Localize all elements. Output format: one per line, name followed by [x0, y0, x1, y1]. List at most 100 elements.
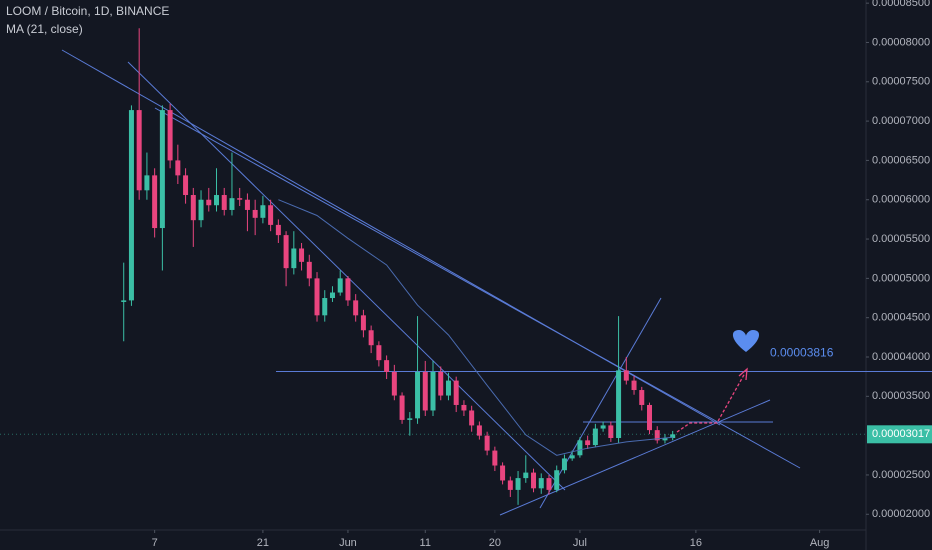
candle-body: [136, 110, 142, 191]
candle-body: [360, 315, 366, 331]
candle-body: [299, 248, 305, 262]
trend-line: [539, 297, 662, 509]
candle-body: [662, 437, 668, 441]
y-tick-label: 0.00005500: [872, 233, 930, 245]
candle-body: [415, 371, 421, 419]
y-tick-label: 0.00008500: [872, 0, 930, 9]
candle-body: [608, 425, 614, 438]
candle-body: [523, 472, 529, 479]
candle-body: [600, 425, 606, 429]
candle-body: [670, 434, 676, 438]
candle-body: [623, 370, 629, 381]
candle-body: [422, 371, 428, 411]
y-tick-label: 0.00004000: [872, 351, 930, 363]
y-tick-label: 0.00007500: [872, 76, 930, 88]
projection-arrow: [676, 372, 746, 433]
candle-body: [376, 345, 382, 361]
candle-body: [438, 371, 444, 396]
candle-body: [492, 450, 498, 466]
candle-body: [237, 198, 243, 200]
candle-body: [144, 175, 150, 191]
candle-body: [531, 472, 537, 489]
candle-body: [569, 455, 575, 459]
last-price-label: 0.00003017: [872, 428, 930, 440]
candle-body: [476, 425, 482, 436]
plot-area: [0, 28, 932, 505]
candle-body: [384, 360, 390, 372]
candle-body: [469, 410, 475, 426]
candle-body: [206, 199, 212, 206]
y-tick-label: 0.00007000: [872, 115, 930, 127]
candle-body: [639, 390, 645, 405]
x-tick-label: Jun: [339, 537, 357, 549]
candle-body: [229, 198, 235, 210]
candle-body: [183, 175, 189, 196]
y-tick-label: 0.00005000: [872, 272, 930, 284]
candle-body: [554, 470, 560, 490]
candle-body: [260, 205, 266, 218]
candle-body: [561, 458, 567, 471]
candle-body: [647, 404, 652, 431]
y-tick-label: 0.00002500: [872, 469, 930, 481]
candle-body: [616, 370, 622, 438]
ma-legend: MA (21, close): [6, 22, 83, 36]
candle-body: [337, 278, 343, 293]
y-tick-label: 0.00006500: [872, 154, 930, 166]
y-tick-label: 0.00004500: [872, 312, 930, 324]
candle-body: [546, 478, 552, 490]
x-tick-label: Aug: [810, 537, 830, 549]
candle-body: [538, 478, 544, 489]
candle-body: [430, 371, 436, 411]
candle-body: [453, 380, 459, 405]
candle-body: [353, 300, 359, 316]
x-tick-label: 20: [489, 537, 501, 549]
candle-body: [322, 298, 328, 316]
candle-body: [268, 205, 274, 225]
y-tick-label: 0.00006000: [872, 194, 930, 206]
y-tick-label: 0.00003500: [872, 390, 930, 402]
candle-body: [345, 278, 351, 301]
candle-body: [592, 428, 598, 446]
candle-body: [159, 110, 165, 229]
chart-title: LOOM / Bitcoin, 1D, BINANCE: [6, 4, 169, 18]
x-tick-label: 11: [420, 537, 431, 549]
candle-body: [515, 478, 521, 490]
candle-body: [175, 160, 181, 176]
candle-body: [445, 380, 451, 396]
candle-body: [252, 209, 258, 218]
ma-line: [278, 199, 673, 456]
y-tick-label: 0.00002000: [872, 508, 930, 520]
candle-body: [283, 235, 289, 269]
x-tick-label: Jul: [573, 537, 587, 549]
candle-body: [198, 199, 204, 221]
trend-line: [499, 399, 771, 516]
x-tick-label: 16: [690, 537, 702, 549]
candle-body: [167, 110, 173, 161]
candle-body: [391, 371, 397, 396]
heart-icon: [732, 330, 760, 352]
candle-body: [577, 440, 583, 456]
y-tick-label: 0.00008000: [872, 36, 930, 48]
candle-body: [275, 224, 281, 236]
candle-body: [484, 435, 490, 451]
candle-body: [585, 440, 591, 446]
x-tick-label: 21: [257, 537, 269, 549]
candle-body: [190, 195, 196, 221]
candle-body: [221, 195, 227, 210]
candle-body: [314, 278, 320, 316]
candle-body: [291, 248, 297, 269]
candle-body: [500, 465, 506, 481]
last-price-box: [867, 425, 932, 444]
candle-body: [214, 195, 219, 206]
candle-body: [152, 175, 158, 229]
candle-body: [461, 404, 467, 411]
candle-body: [121, 300, 127, 302]
candle-body: [507, 480, 513, 490]
trend-line: [154, 107, 801, 469]
candle-body: [368, 330, 374, 346]
candle-body: [128, 110, 134, 301]
candle-body: [306, 261, 312, 279]
candle-body: [244, 199, 250, 210]
